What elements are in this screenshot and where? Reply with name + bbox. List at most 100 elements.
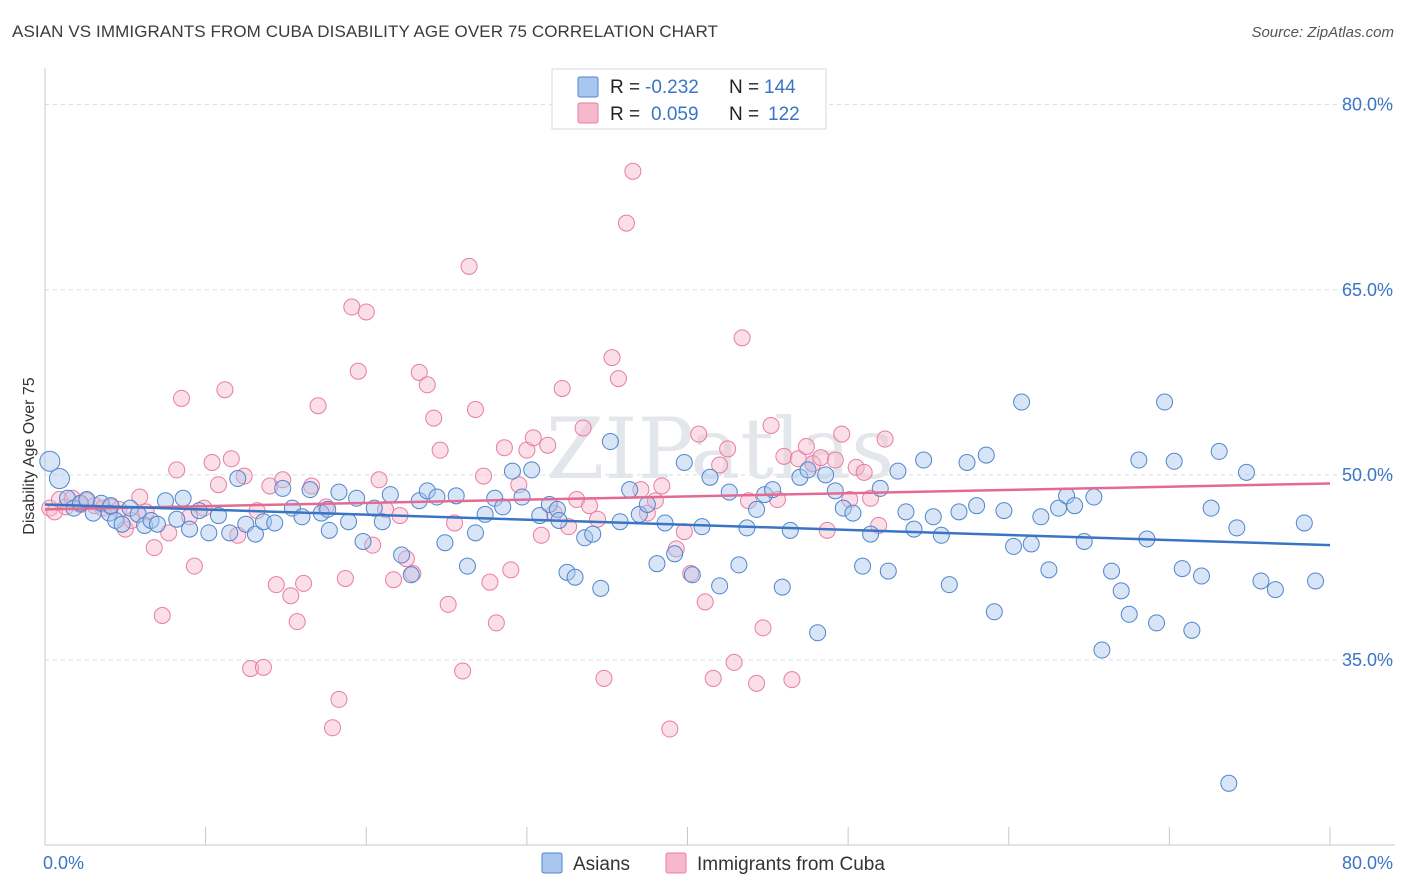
data-point-asians (209, 507, 227, 525)
data-point-cuba (267, 576, 285, 594)
data-point-cuba (385, 571, 403, 589)
data-point-asians (418, 482, 436, 500)
data-point-asians (968, 497, 986, 515)
data-point-asians (773, 578, 791, 596)
data-point-cuba (624, 162, 642, 180)
data-point-asians (1066, 497, 1084, 515)
data-point-cuba (797, 437, 815, 455)
data-point-cuba (454, 662, 472, 680)
y-tick-label: 50.0% (1342, 465, 1393, 485)
data-point-cuba (145, 539, 163, 557)
data-point-asians (817, 466, 835, 484)
data-point-asians (393, 546, 411, 564)
data-point-cuba (711, 456, 729, 474)
data-point-cuba (855, 463, 873, 481)
data-point-asians (1266, 581, 1284, 599)
bottom-legend: Asians Immigrants from Cuba (541, 852, 885, 875)
data-point-cuba (274, 471, 292, 489)
data-point-asians (513, 488, 531, 506)
data-point-cuba (309, 397, 327, 415)
data-point-asians (915, 451, 933, 469)
data-point-asians (402, 566, 420, 584)
data-point-cuba (160, 524, 178, 542)
data-point-cuba (370, 471, 388, 489)
data-point-asians (924, 508, 942, 526)
data-point-asians (1156, 393, 1174, 411)
data-point-asians (365, 499, 383, 517)
data-point-cuba (783, 671, 801, 689)
data-point-asians (666, 545, 684, 563)
data-point-cuba (595, 669, 613, 687)
data-point-asians (1183, 621, 1201, 639)
data-point-asians (1193, 567, 1210, 585)
data-point-asians (221, 524, 239, 542)
data-point-cuba (466, 400, 484, 418)
series-immigrants-from-cuba (41, 162, 894, 738)
data-point-asians (1032, 508, 1050, 526)
data-point-asians (648, 555, 666, 573)
trend-line-cuba (44, 482, 1331, 511)
data-point-cuba (553, 379, 571, 397)
data-point-cuba (324, 719, 342, 737)
data-point-asians (1148, 614, 1166, 632)
data-point-asians (621, 481, 639, 499)
data-point-asians (1210, 442, 1228, 460)
data-point-asians (711, 577, 729, 595)
legend-n-value: 122 (768, 104, 800, 125)
data-point-cuba (603, 349, 621, 367)
data-point-asians (1040, 561, 1058, 579)
data-point-asians (1165, 452, 1183, 470)
data-point-cuba (696, 593, 714, 611)
data-point-asians (889, 462, 907, 480)
legend-r-value: -0.232 (645, 77, 699, 98)
data-point-asians (200, 524, 218, 542)
data-point-asians (436, 534, 454, 552)
svg-text:R = -0.232 N =: R = -0.232 N = 144 (610, 77, 796, 98)
svg-text:R = 0.059 N =: R = 0.059 N = 122 (610, 104, 800, 125)
data-point-asians (950, 503, 968, 521)
legend-label-cuba: Immigrants from Cuba (697, 854, 885, 875)
data-point-cuba (168, 461, 186, 479)
data-point-cuba (762, 416, 780, 434)
data-point-asians (879, 562, 897, 580)
data-point-cuba (425, 409, 443, 427)
legend-swatch-cuba (577, 102, 599, 124)
data-point-cuba (589, 510, 607, 528)
data-point-asians (548, 500, 566, 518)
data-point-asians (871, 479, 889, 497)
data-point-cuba (431, 441, 449, 459)
data-point-cuba (216, 381, 234, 399)
data-point-cuba (185, 557, 203, 575)
data-point-cuba (209, 476, 227, 494)
source-label: Source: ZipAtlas.com (1251, 24, 1394, 41)
data-point-cuba (653, 477, 671, 495)
data-point-cuba (460, 257, 478, 275)
data-point-cuba (560, 518, 578, 536)
y-tick-label: 35.0% (1342, 650, 1393, 670)
data-point-asians (340, 513, 358, 531)
legend-label-asians: Asians (573, 854, 630, 875)
data-point-asians (995, 502, 1013, 520)
data-point-asians (1130, 451, 1148, 469)
data-point-asians (558, 563, 576, 581)
data-point-cuba (748, 674, 766, 692)
data-point-asians (809, 624, 827, 642)
data-point-cuba (812, 449, 830, 467)
data-point-asians (229, 470, 247, 488)
data-point-asians (1112, 582, 1130, 600)
data-point-asians (181, 520, 199, 538)
data-point-asians (1295, 514, 1313, 532)
data-point-asians (246, 525, 264, 543)
data-point-asians (826, 482, 844, 500)
data-point-cuba (349, 362, 367, 380)
data-point-cuba (222, 450, 240, 468)
data-point-asians (148, 515, 166, 533)
data-point-asians (1120, 605, 1138, 623)
data-point-cuba (539, 436, 557, 454)
data-point-cuba (826, 451, 844, 469)
data-point-cuba (343, 298, 361, 316)
data-point-cuba (475, 467, 493, 485)
data-point-asians (1202, 499, 1220, 517)
data-point-asians (39, 450, 61, 472)
